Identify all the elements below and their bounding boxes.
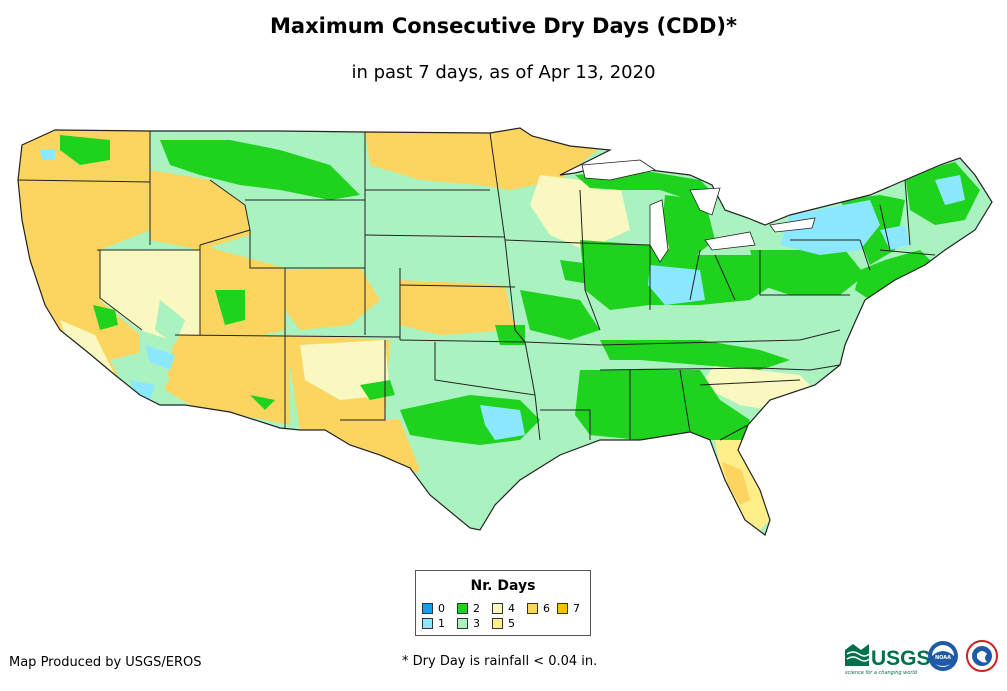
legend-swatch: [557, 603, 568, 614]
footnote-text: * Dry Day is rainfall < 0.04 in.: [402, 654, 598, 669]
legend-swatch: [422, 603, 433, 614]
conus-cdd-map: [17, 127, 993, 536]
legend-label: 7: [573, 602, 580, 615]
legend-item-1: 1: [422, 617, 445, 630]
legend-item-4: 4: [492, 602, 515, 615]
map-title: Maximum Consecutive Dry Days (CDD)*: [270, 14, 737, 38]
noaa-wordmark: NOAA: [935, 655, 951, 661]
legend-label: 1: [438, 617, 445, 630]
legend-label: 4: [508, 602, 515, 615]
legend-item-7: 7: [557, 602, 580, 615]
credit-text: Map Produced by USGS/EROS: [9, 655, 202, 670]
legend-item-6: 6: [527, 602, 550, 615]
usgs-wave-icon: [845, 644, 869, 666]
legend-item-0: 0: [422, 602, 445, 615]
map-subtitle: in past 7 days, as of Apr 13, 2020: [351, 62, 656, 83]
legend-item-2: 2: [457, 602, 480, 615]
agency-logos: USGS science for a changing world NOAA: [845, 640, 998, 676]
legend-swatch: [422, 618, 433, 629]
legend-swatch: [457, 618, 468, 629]
legend-label: 5: [508, 617, 515, 630]
legend-swatch: [492, 618, 503, 629]
legend-swatch: [527, 603, 538, 614]
usgs-wordmark: USGS: [871, 647, 931, 670]
legend-title: Nr. Days: [470, 578, 536, 594]
noaa-logo: NOAA: [928, 641, 958, 671]
legend-item-5: 5: [492, 617, 515, 630]
legend-label: 3: [473, 617, 480, 630]
legend-item-3: 3: [457, 617, 480, 630]
usgs-tagline: science for a changing world: [845, 670, 918, 676]
legend: Nr. Days 0 1 2 3 4 5 6 7: [415, 570, 591, 636]
legend-label: 6: [543, 602, 550, 615]
weather-service-logo: [966, 640, 998, 672]
legend-swatch: [492, 603, 503, 614]
legend-label: 2: [473, 602, 480, 615]
usgs-logo: USGS science for a changing world: [845, 644, 931, 676]
legend-swatch: [457, 603, 468, 614]
storm-icon: [977, 651, 987, 663]
legend-label: 0: [438, 602, 445, 615]
